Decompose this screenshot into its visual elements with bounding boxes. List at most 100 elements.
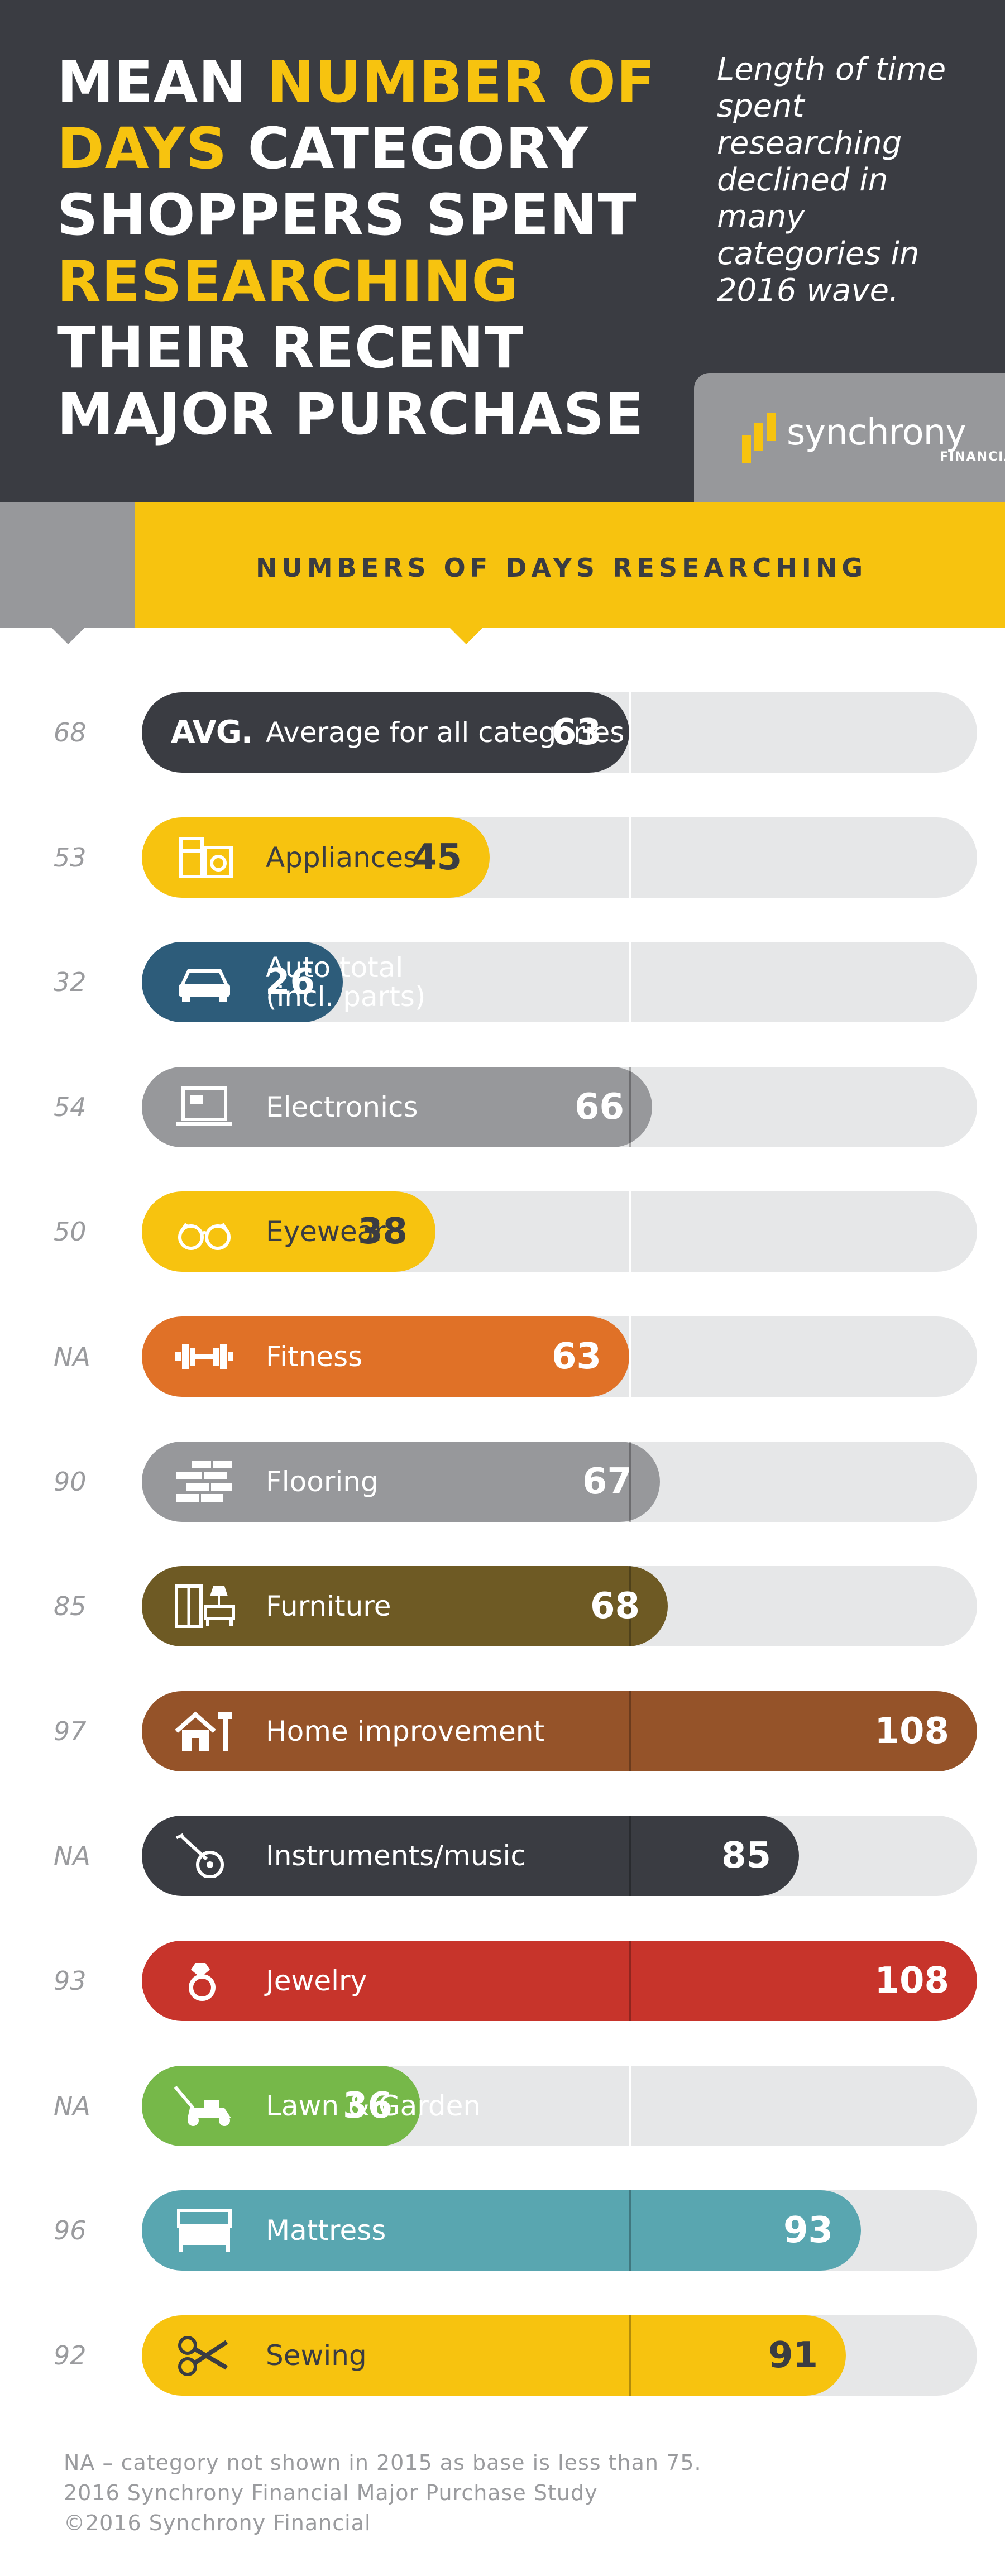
footnotes: NA – category not shown in 2015 as base … [64,2448,901,2538]
bar [142,692,629,773]
prev-year-label: 2015 # of days [0,1026,135,1117]
category-label: Sewing [266,2339,367,2372]
prev-year-value: 92 [54,2340,87,2371]
prev-year-value: NA [54,1841,90,1871]
footnote-line: 2016 Synchrony Financial Major Purchase … [64,2481,598,2505]
title-part: MEAN [57,49,267,116]
footnote-line: ©2016 Synchrony Financial [64,2511,371,2535]
category-label: Electronics [266,1091,418,1123]
average-reference-line [629,817,631,898]
lawnmower-icon [173,2084,236,2128]
prev-year-value: 90 [54,1467,87,1497]
bar [142,1941,977,2021]
bar-value-label: 63 [551,712,601,753]
prev-year-value: 54 [54,1092,87,1122]
synchrony-logo: synchrony FINANCIAL [694,373,1005,502]
bar [142,1816,799,1896]
category-label: Average for all categories [266,716,625,749]
prev-year-value: 68 [54,717,87,748]
category-label: Mattress [266,2214,386,2247]
chart-row: 92 Sewing 91 [0,2315,1005,2396]
average-reference-line [629,1067,631,1147]
chart-row: 85 Furniture 68 [0,1566,1005,1646]
average-reference-line [629,1191,631,1272]
chart-row: 96 Mattress 93 [0,2190,1005,2271]
header: MEAN NUMBER OF DAYS CATEGORY SHOPPERS SP… [0,0,1005,502]
synchrony-logo-mark-icon [742,413,776,463]
average-reference-line [629,2315,631,2396]
chart-row: 68 AVG. Average for all categories 63 [0,692,1005,773]
prev-year-notch [51,628,85,644]
category-label: Fitness [266,1340,363,1373]
prev-year-value: 96 [54,2215,87,2245]
average-reference-line [629,1816,631,1896]
chart-row: 50 Eyewear 38 [0,1191,1005,1272]
bar-value-label: 36 [342,2085,393,2127]
category-label: Appliances [266,841,418,874]
bar-value-label: 66 [574,1086,624,1128]
chart-row: 32 Auto total (incl. parts) 26 [0,942,1005,1022]
bar-value-label: 108 [874,1711,949,1752]
prev-year-value: 97 [54,1716,87,1746]
laptop-icon [173,1085,236,1129]
bar-value-label: 93 [783,2210,833,2251]
average-reference-line [629,692,631,773]
logo-name: synchrony [787,412,966,453]
bar-value-label: 38 [357,1211,408,1252]
prev-year-value: 53 [54,842,87,873]
category-label: Lawn & Garden [266,2090,481,2122]
bar [142,2190,861,2271]
category-label: Auto total (incl. parts) [266,951,426,1013]
prev-year-value: 93 [54,1966,87,1996]
prev-year-value: 85 [54,1591,87,1621]
bar-value-label: 63 [551,1336,601,1377]
average-reference-line [629,942,631,1022]
category-label: Flooring [266,1466,379,1498]
bar-value-label: 45 [411,837,462,878]
guitar-icon [173,1833,236,1878]
page-title: MEAN NUMBER OF DAYS CATEGORY SHOPPERS SP… [57,49,682,448]
title-part: RESEARCHING [57,248,519,315]
avg-prefix: AVG. [171,714,253,750]
bar [142,1442,660,1522]
prev-year-value: NA [54,2091,90,2121]
glasses-icon [173,1209,236,1254]
footnote-line: NA – category not shown in 2015 as base … [64,2450,702,2475]
bar [142,1691,977,1771]
category-label: Furniture [266,1590,391,1622]
average-reference-line [629,2190,631,2271]
bar [142,2315,846,2396]
furniture-icon [173,1584,236,1629]
category-label: Home improvement [266,1715,545,1747]
chart-row: 54 Electronics 66 [0,1067,1005,1147]
dumbbell-icon [173,1334,236,1379]
title-part: THEIR RECENT MAJOR PURCHASE [57,315,644,448]
bar [142,2066,420,2146]
bar-value-label: 68 [590,1586,640,1627]
prev-year-value: 32 [54,967,87,997]
average-reference-line [629,1442,631,1522]
subtitle: Length of time spent researching decline… [717,51,946,309]
logo-subtitle: FINANCIAL [940,450,1005,464]
prev-year-value: NA [54,1342,90,1372]
axis-label: NUMBERS OF DAYS RESEARCHING [256,553,868,583]
average-reference-line [629,2066,631,2146]
chart-row: NA Fitness 63 [0,1316,1005,1397]
chart-row: NA Lawn & Garden 36 [0,2066,1005,2146]
bar [142,817,490,898]
prev-year-label-line: days [37,1086,98,1117]
category-label: Jewelry [266,1965,367,1997]
average-reference-line [629,1316,631,1397]
average-reference-line [629,1941,631,2021]
average-reference-line [629,1691,631,1771]
bed-icon [173,2208,236,2253]
prev-year-value: 50 [54,1217,87,1247]
column-header-band [135,502,1005,628]
title-part: CATEGORY SHOPPERS SPENT [57,116,638,248]
bar-value-label: 67 [582,1461,632,1502]
chart-row: 93 Jewelry 108 [0,1941,1005,2021]
bar [142,942,343,1022]
bar-value-label: 85 [721,1835,771,1876]
prev-year-column-header: 2015 # of days [0,502,135,1117]
